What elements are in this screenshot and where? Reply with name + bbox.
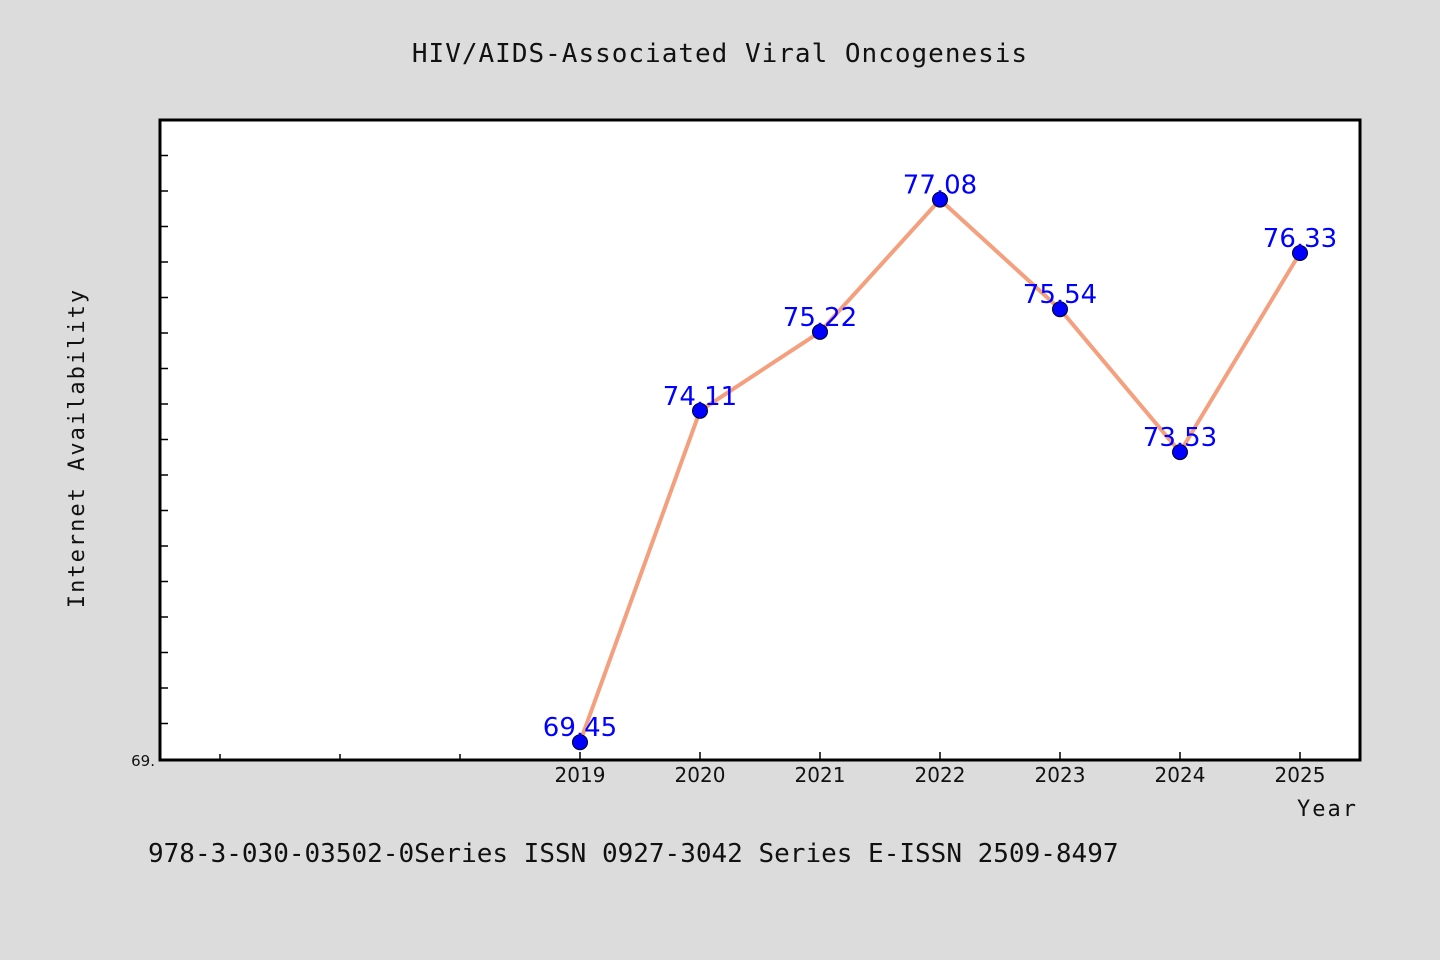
y-tick-label-min: 69. (131, 752, 155, 770)
x-axis-label: Year (1297, 797, 1358, 822)
chart-title: HIV/AIDS-Associated Viral Oncogenesis (412, 39, 1028, 69)
data-point (1052, 301, 1068, 318)
x-axis-ticks: 2019 2020 2021 2022 2023 2024 2025 (555, 752, 1326, 787)
x-axis-minor-ticks (219, 754, 461, 759)
x-tick-label: 2023 (1035, 763, 1086, 787)
data-labels: 69.45 74.11 75.22 77.08 75.54 73.53 76.33 (543, 171, 1337, 744)
data-label: 69.45 (543, 713, 617, 743)
data-label: 77.08 (903, 171, 977, 201)
footnote: 978-3-030-03502-0Series ISSN 0927-3042 S… (148, 839, 1119, 869)
x-tick-label: 2025 (1275, 763, 1326, 787)
x-tick-label: 2022 (915, 763, 966, 787)
data-point (932, 191, 948, 208)
y-axis-ticks (160, 154, 168, 725)
x-tick-label: 2019 (555, 763, 606, 787)
data-point (692, 402, 708, 419)
y-axis-label: Internet Availability (65, 288, 90, 608)
x-tick-label: 2024 (1155, 763, 1206, 787)
x-tick-label: 2021 (795, 763, 846, 787)
data-label: 73.53 (1143, 423, 1217, 453)
plot-area (158, 118, 1362, 762)
data-point (572, 734, 588, 751)
data-label: 75.22 (783, 303, 857, 333)
data-label: 76.33 (1263, 224, 1337, 254)
data-label: 74.11 (663, 382, 737, 412)
series-1 (572, 191, 1308, 751)
x-tick-label: 2020 (675, 763, 726, 787)
data-point (1172, 444, 1188, 461)
data-label: 75.54 (1023, 280, 1097, 310)
data-point (812, 323, 828, 340)
data-point (1292, 245, 1308, 261)
